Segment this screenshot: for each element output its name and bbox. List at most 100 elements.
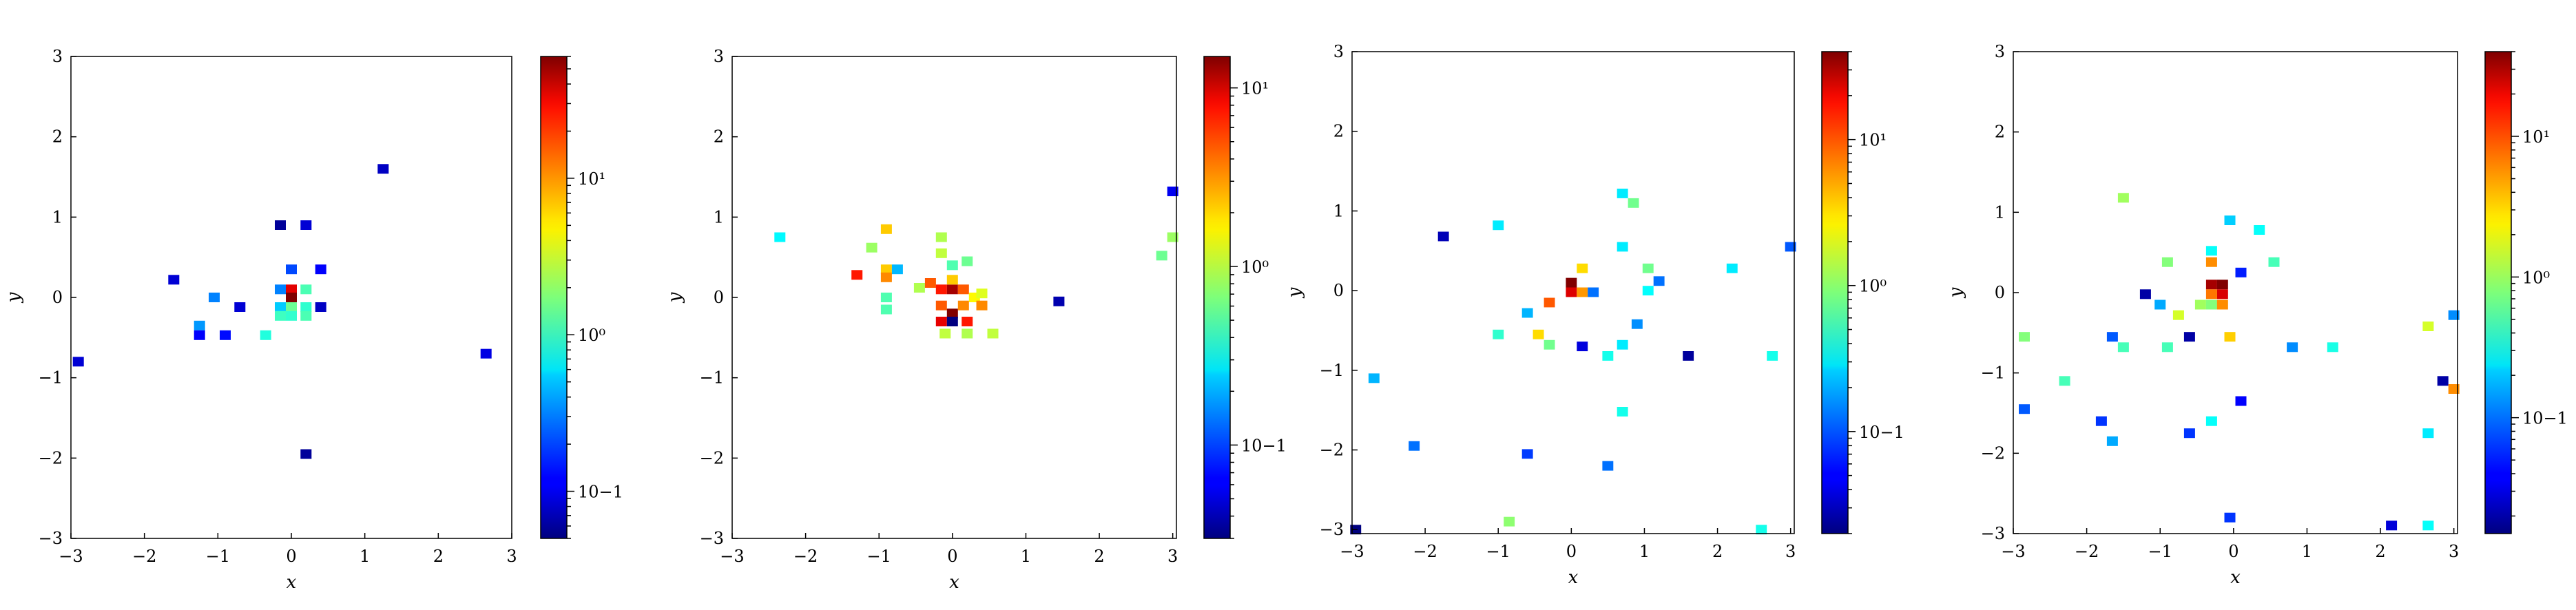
x-tick-label: 2 (433, 547, 444, 566)
heatmap-cell (286, 284, 297, 295)
heatmap-cell (935, 248, 947, 258)
heatmap-cell (2194, 299, 2206, 310)
heatmap-cell (962, 256, 973, 266)
y-axis-label: y (1285, 287, 1305, 298)
y-tick-label: 0 (1995, 283, 2005, 302)
y-tick-label: −3 (39, 529, 63, 548)
heatmap-cell (234, 302, 246, 312)
heatmap-cell (935, 232, 947, 242)
colorbar-tick-label: 10⁰ (2522, 268, 2550, 287)
heatmap-cell (1577, 263, 1588, 273)
heatmap-cell (220, 330, 231, 340)
colorbar-tick-label: 10⁰ (1859, 277, 1887, 296)
x-tick-label: −2 (1413, 542, 1437, 561)
heatmap-cell (1533, 329, 1544, 339)
heatmap-cell (2205, 289, 2217, 299)
colorbar (2485, 52, 2511, 534)
y-tick-label: 2 (1995, 123, 2005, 142)
heatmap-cell (2422, 322, 2434, 331)
heatmap-cell (913, 283, 925, 293)
heatmap-panel-4: −3 −2 −1 0 1 2 3 −3 −2 −1 0 1 2 3 x y 10−1 10⁰ 10¹ (1946, 42, 2568, 588)
heatmap-cell (1683, 351, 1694, 361)
heatmap-cell (946, 308, 958, 319)
y-axis-label: y (3, 292, 24, 303)
y-tick-label: −2 (1320, 441, 1344, 460)
y-tick-label: 3 (52, 47, 63, 66)
heatmap-cell (480, 348, 492, 359)
x-tick-label: −3 (2001, 542, 2025, 561)
y-tick-label: −2 (39, 448, 63, 467)
heatmap-cell (168, 275, 180, 285)
heatmap-cell (2183, 332, 2195, 342)
heatmap-cell (2205, 246, 2217, 256)
heatmap-cell (1653, 276, 1665, 286)
heatmap-cell (300, 220, 312, 230)
x-tick-label: 0 (2228, 542, 2239, 561)
y-tick-label: −3 (1981, 524, 2005, 543)
y-tick-label: −2 (1981, 443, 2005, 463)
y-tick-label: 1 (52, 207, 63, 227)
heatmap-cell (194, 320, 205, 330)
heatmap-cell (976, 288, 988, 299)
x-tick-label: −1 (867, 547, 891, 566)
heatmap-cell (1617, 189, 1628, 198)
heatmap-cell (2059, 376, 2070, 386)
heatmap-cell (2106, 332, 2118, 342)
x-axis-label: x (287, 572, 297, 593)
heatmap-cell (2139, 289, 2151, 299)
heatmap-cell (946, 275, 958, 285)
x-tick-label: 1 (360, 547, 370, 566)
heatmap-cell (2224, 512, 2236, 523)
heatmap-cell (880, 224, 892, 234)
heatmap-cell (946, 317, 958, 326)
heatmap-cell (962, 317, 973, 326)
heatmap-cell (880, 264, 892, 275)
heatmap-cell (1602, 351, 1614, 361)
heatmap-cell (2235, 267, 2247, 277)
heatmap-cell (2224, 215, 2236, 225)
y-tick-label: −3 (1320, 520, 1344, 539)
heatmap-cell (1368, 373, 1380, 383)
heatmap-cell (2154, 299, 2166, 310)
x-tick-label: −1 (206, 547, 230, 566)
x-axis-label: x (2230, 567, 2241, 588)
heatmap-cell (891, 264, 903, 275)
heatmap-cell (2095, 416, 2107, 426)
x-tick-label: 0 (947, 547, 957, 566)
x-tick-label: −3 (1340, 542, 1364, 561)
heatmap-cell (275, 284, 286, 295)
heatmap-cell (2205, 257, 2217, 267)
x-tick-label: −3 (59, 547, 83, 566)
y-tick-label: 0 (52, 288, 63, 307)
heatmap-cell (286, 311, 297, 321)
heatmap-cell (300, 449, 312, 459)
heatmap-cell (209, 293, 220, 302)
heatmap-cell (2448, 384, 2460, 394)
heatmap-cell (275, 311, 286, 321)
colorbar-tick-label: 10¹ (578, 169, 605, 189)
y-tick-label: 2 (52, 127, 63, 147)
heatmap-cell (2287, 342, 2298, 353)
heatmap-cell (1053, 296, 1065, 306)
x-tick-label: 3 (506, 547, 517, 566)
heatmap-cell (2205, 280, 2217, 290)
heatmap-cell (880, 272, 892, 282)
heatmap-cell (2437, 376, 2449, 386)
heatmap-cell (2205, 416, 2217, 426)
heatmap-cell (300, 302, 312, 312)
heatmap-cell (377, 164, 389, 174)
heatmap-cell (2448, 310, 2460, 320)
y-tick-label: 1 (1333, 201, 1344, 220)
heatmap-cell (2216, 299, 2228, 310)
heatmap-cell (851, 270, 863, 280)
heatmap-cell (286, 302, 297, 312)
heatmap-cell (2106, 436, 2118, 446)
colorbar-frame (540, 56, 568, 539)
heatmap-cell (880, 304, 892, 315)
heatmap-cell (300, 311, 312, 321)
heatmap-cell (1631, 319, 1643, 329)
x-tick-label: 2 (1094, 547, 1104, 566)
y-tick-label: 2 (714, 127, 724, 147)
heatmap-cell (866, 242, 877, 253)
heatmap-cell (2327, 342, 2338, 353)
